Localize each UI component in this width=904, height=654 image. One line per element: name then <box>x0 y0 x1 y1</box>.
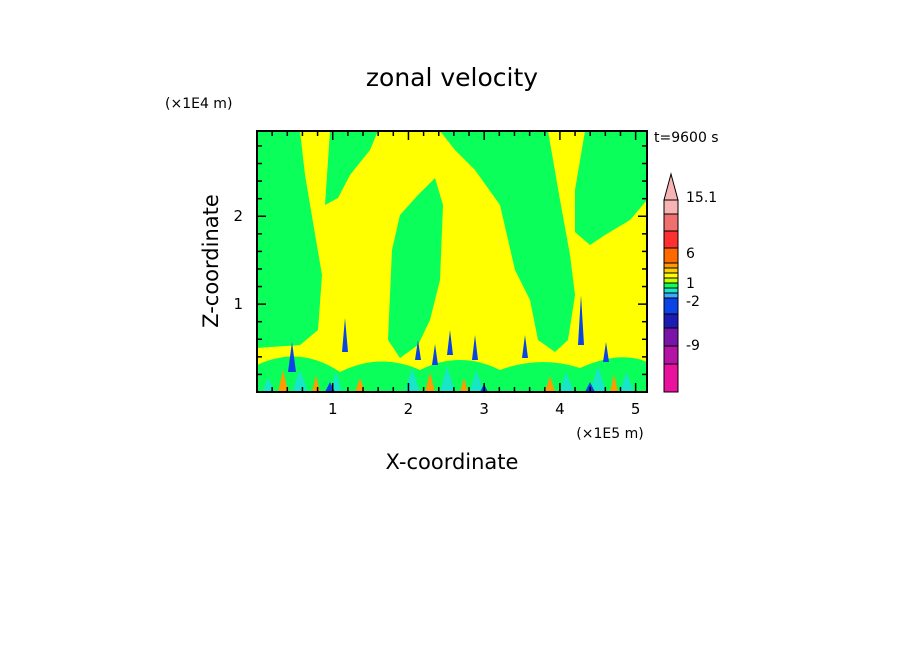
colorbar-swatch <box>663 247 679 264</box>
colorbar-swatch <box>663 272 679 279</box>
x-tick-label: 1 <box>328 400 338 418</box>
plot-frame <box>256 130 648 393</box>
y-unit-label: (×1E4 m) <box>165 96 232 112</box>
y-tick-label: 2 <box>233 207 243 225</box>
x-axis: 1 2 3 4 5 <box>271 131 641 418</box>
colorbar-label: -9 <box>686 338 700 354</box>
near-zero-region-4 <box>440 131 575 352</box>
x-axis-label: X-coordinate <box>386 450 519 474</box>
colorbar-swatch <box>663 262 679 269</box>
colorbar-swatch <box>663 313 679 329</box>
colorbar-swatch <box>663 267 679 274</box>
colorbar-swatch <box>663 213 679 232</box>
colorbar-label: 15.1 <box>686 190 717 206</box>
colorbar-label: -2 <box>686 294 700 310</box>
colorbar-swatch <box>663 297 679 315</box>
weak-negative-filaments <box>262 366 634 392</box>
x-tick-label: 2 <box>404 400 414 418</box>
y-axis: 12 <box>233 145 647 376</box>
colorbar-label: 1 <box>686 276 695 292</box>
colorbar-swatch <box>663 345 679 365</box>
colorbar-label: 6 <box>686 246 695 262</box>
colorbar-swatch <box>663 277 679 284</box>
colorbar-swatch <box>663 287 679 294</box>
colorbar-swatch <box>663 292 679 299</box>
colorbar-swatch <box>663 363 679 393</box>
near-zero-region-1 <box>257 131 322 348</box>
time-label: t=9600 s <box>654 130 719 146</box>
x-tick-label: 5 <box>631 400 641 418</box>
strong-positive-filaments <box>278 370 618 392</box>
y-axis-label: Z-coordinate <box>199 194 223 328</box>
colorbar <box>663 172 679 393</box>
x-tick-label: 4 <box>555 400 565 418</box>
y-tick-label: 1 <box>233 295 243 313</box>
colorbar-overflow-triangle <box>663 172 679 201</box>
x-unit-label: (×1E5 m) <box>576 426 643 442</box>
near-zero-region-3 <box>388 178 443 358</box>
colorbar-labels: 15.1 6 1 -2 -9 <box>686 190 717 354</box>
colorbar-swatch <box>663 199 679 215</box>
strong-negative-filaments <box>288 295 609 392</box>
field-plot <box>257 131 647 392</box>
x-tick-label: 3 <box>479 400 489 418</box>
chart-title: zonal velocity <box>366 63 538 92</box>
colorbar-swatch <box>663 282 679 289</box>
near-zero-region-2 <box>325 131 378 205</box>
colorbar-swatch <box>663 230 679 249</box>
near-zero-region-5 <box>575 131 647 245</box>
colorbar-swatch <box>663 327 679 347</box>
